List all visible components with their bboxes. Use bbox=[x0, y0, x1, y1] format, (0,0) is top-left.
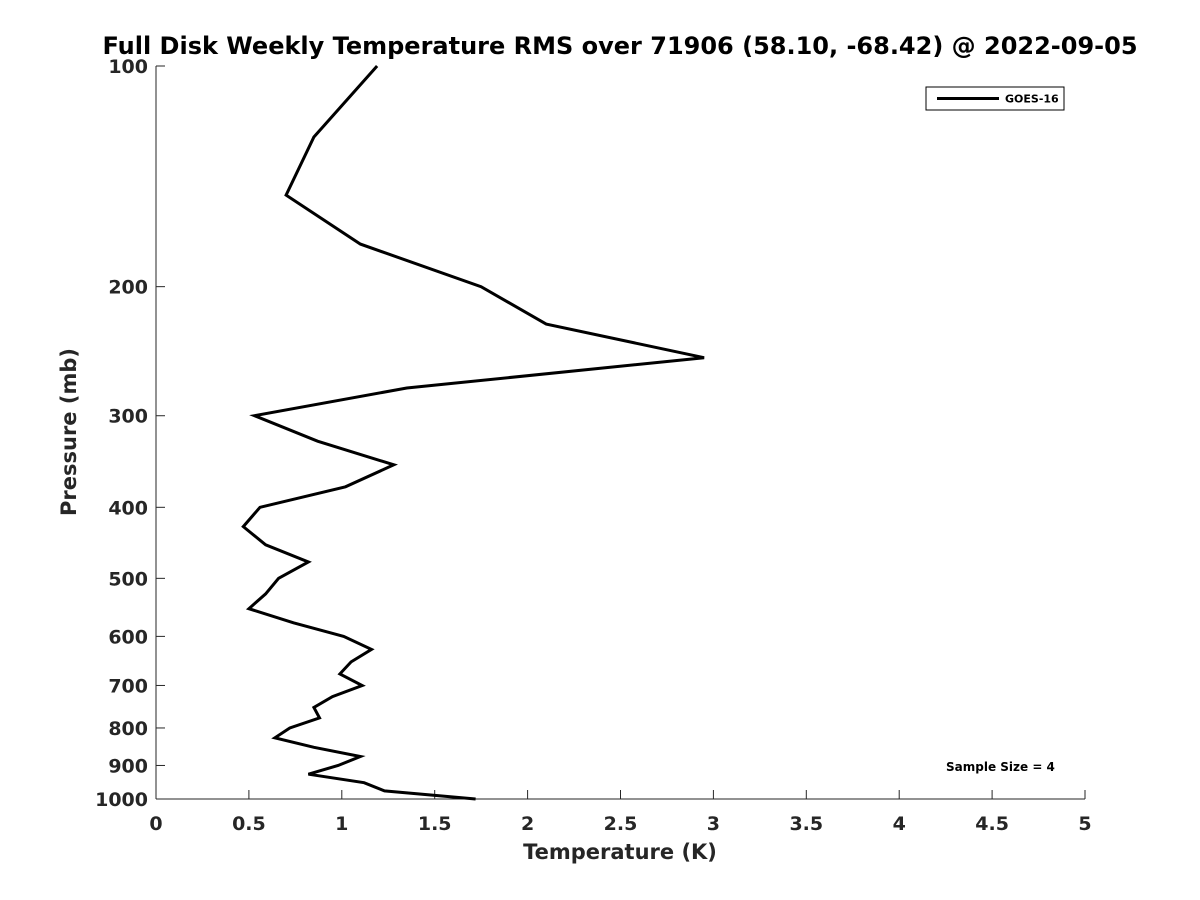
y-tick-label: 400 bbox=[108, 497, 148, 519]
sample-size-annotation: Sample Size = 4 bbox=[946, 760, 1055, 774]
y-axis-ticks: 100 200 300 400 500 600 700 800 900 1000 bbox=[95, 56, 165, 811]
y-axis-label: Pressure (mb) bbox=[57, 348, 81, 516]
series-layer bbox=[241, 65, 705, 801]
plot-area bbox=[156, 66, 1085, 799]
y-tick-label: 500 bbox=[108, 568, 148, 590]
x-tick-label: 3.5 bbox=[789, 813, 823, 835]
series-line-goes-16 bbox=[241, 65, 705, 801]
legend: GOES-16 bbox=[925, 86, 1065, 111]
chart-title: Full Disk Weekly Temperature RMS over 71… bbox=[102, 32, 1137, 60]
y-tick-label: 900 bbox=[108, 755, 148, 777]
x-tick-label: 5 bbox=[1078, 813, 1091, 835]
x-tick-label: 0.5 bbox=[232, 813, 266, 835]
x-tick-label: 4 bbox=[893, 813, 906, 835]
y-tick-label: 700 bbox=[108, 675, 148, 697]
y-tick-label: 1000 bbox=[95, 789, 148, 811]
y-tick-label: 300 bbox=[108, 406, 148, 428]
x-axis-label: Temperature (K) bbox=[523, 840, 717, 864]
x-tick-label: 4.5 bbox=[975, 813, 1009, 835]
y-tick-label: 800 bbox=[108, 718, 148, 740]
x-tick-label: 1.5 bbox=[418, 813, 452, 835]
y-tick-label: 100 bbox=[108, 56, 148, 78]
x-tick-label: 2.5 bbox=[604, 813, 638, 835]
x-tick-label: 1 bbox=[335, 813, 348, 835]
y-tick-label: 200 bbox=[108, 277, 148, 299]
x-axis-ticks: 0 0.5 1 1.5 2 2.5 3 3.5 4 4.5 5 bbox=[149, 790, 1092, 835]
x-tick-label: 2 bbox=[521, 813, 534, 835]
x-tick-label: 3 bbox=[707, 813, 720, 835]
legend-label-goes-16: GOES-16 bbox=[1005, 93, 1059, 106]
y-tick-label: 600 bbox=[108, 626, 148, 648]
x-tick-label: 0 bbox=[149, 813, 162, 835]
